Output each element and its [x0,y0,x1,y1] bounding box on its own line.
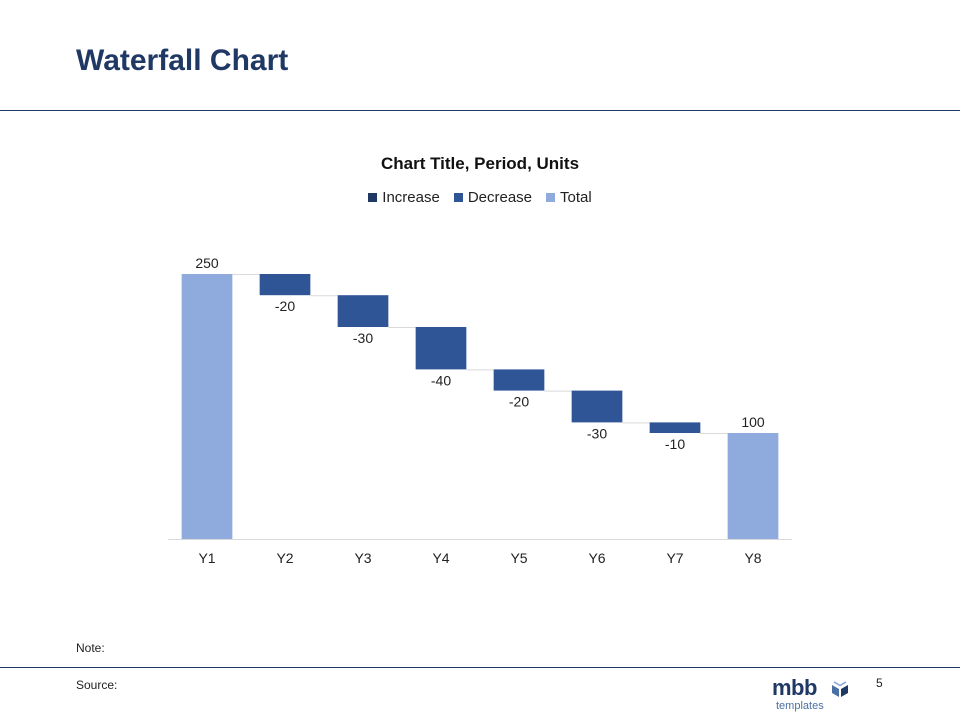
x-tick-label: Y7 [666,550,683,566]
x-tick-label: Y2 [276,550,293,566]
bar-y5 [494,369,545,390]
source-label: Source: [76,678,117,692]
x-tick-label: Y1 [198,550,215,566]
data-label: -20 [509,394,529,410]
note-label: Note: [76,641,105,655]
x-tick-label: Y5 [510,550,527,566]
mbb-templates-logo: mbb templates [772,676,852,716]
x-tick-label: Y6 [588,550,605,566]
page-number: 5 [876,676,883,690]
data-label: -30 [587,425,607,441]
data-label: 100 [741,414,765,430]
book-icon [830,679,850,699]
bar-y8 [728,433,779,539]
data-label: -40 [431,372,451,388]
x-tick-label: Y4 [432,550,449,566]
bar-y7 [650,422,701,433]
waterfall-chart: 250 Y1 -20 Y2 -30 Y3 -40 Y4 -20 Y5 -30 Y6 -10 Y7 100 Y8 [0,0,960,720]
logo-subtext: templates [776,700,824,712]
data-label: -20 [275,298,295,314]
bar-y4 [416,327,467,369]
footer-divider [0,667,960,668]
bar-y2 [260,274,311,295]
data-label: 250 [195,255,219,271]
bar-y6 [572,391,623,423]
x-tick-label: Y3 [354,550,371,566]
bar-y3 [338,295,389,327]
logo-wordmark: mbb [772,676,817,700]
bar-y1 [182,274,233,539]
data-label: -30 [353,330,373,346]
x-tick-label: Y8 [744,550,761,566]
data-label: -10 [665,436,685,452]
